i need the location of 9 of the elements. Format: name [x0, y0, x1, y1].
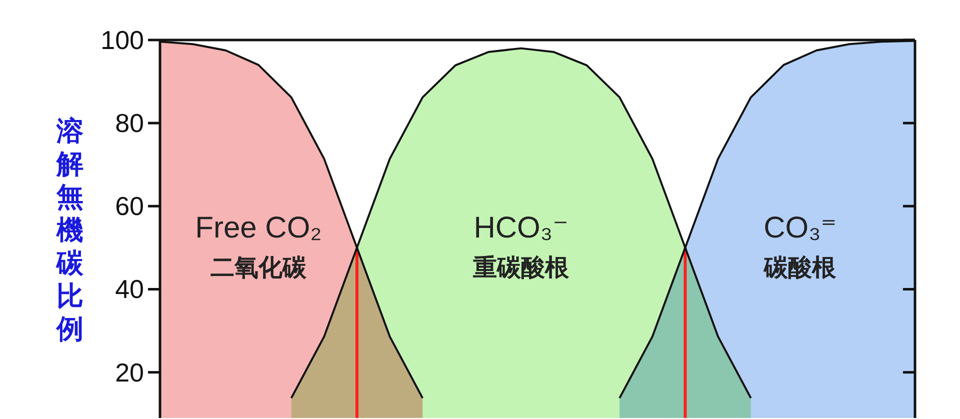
y-tick-label: 20 — [115, 357, 144, 388]
series-label: HCO₃⁻ 重碳酸根 — [472, 212, 570, 282]
series-label: CO₃⁼ 碳酸根 — [763, 212, 838, 282]
y-axis-title: 溶解無機碳比例 — [56, 116, 84, 344]
y-tick-label: 100 — [100, 25, 144, 55]
y-tick-label: 40 — [115, 274, 144, 304]
series-label: Free CO₂ 二氧化碳 — [195, 212, 322, 282]
y-tick-label: 60 — [115, 191, 144, 222]
y-tick-label: 80 — [115, 108, 144, 138]
